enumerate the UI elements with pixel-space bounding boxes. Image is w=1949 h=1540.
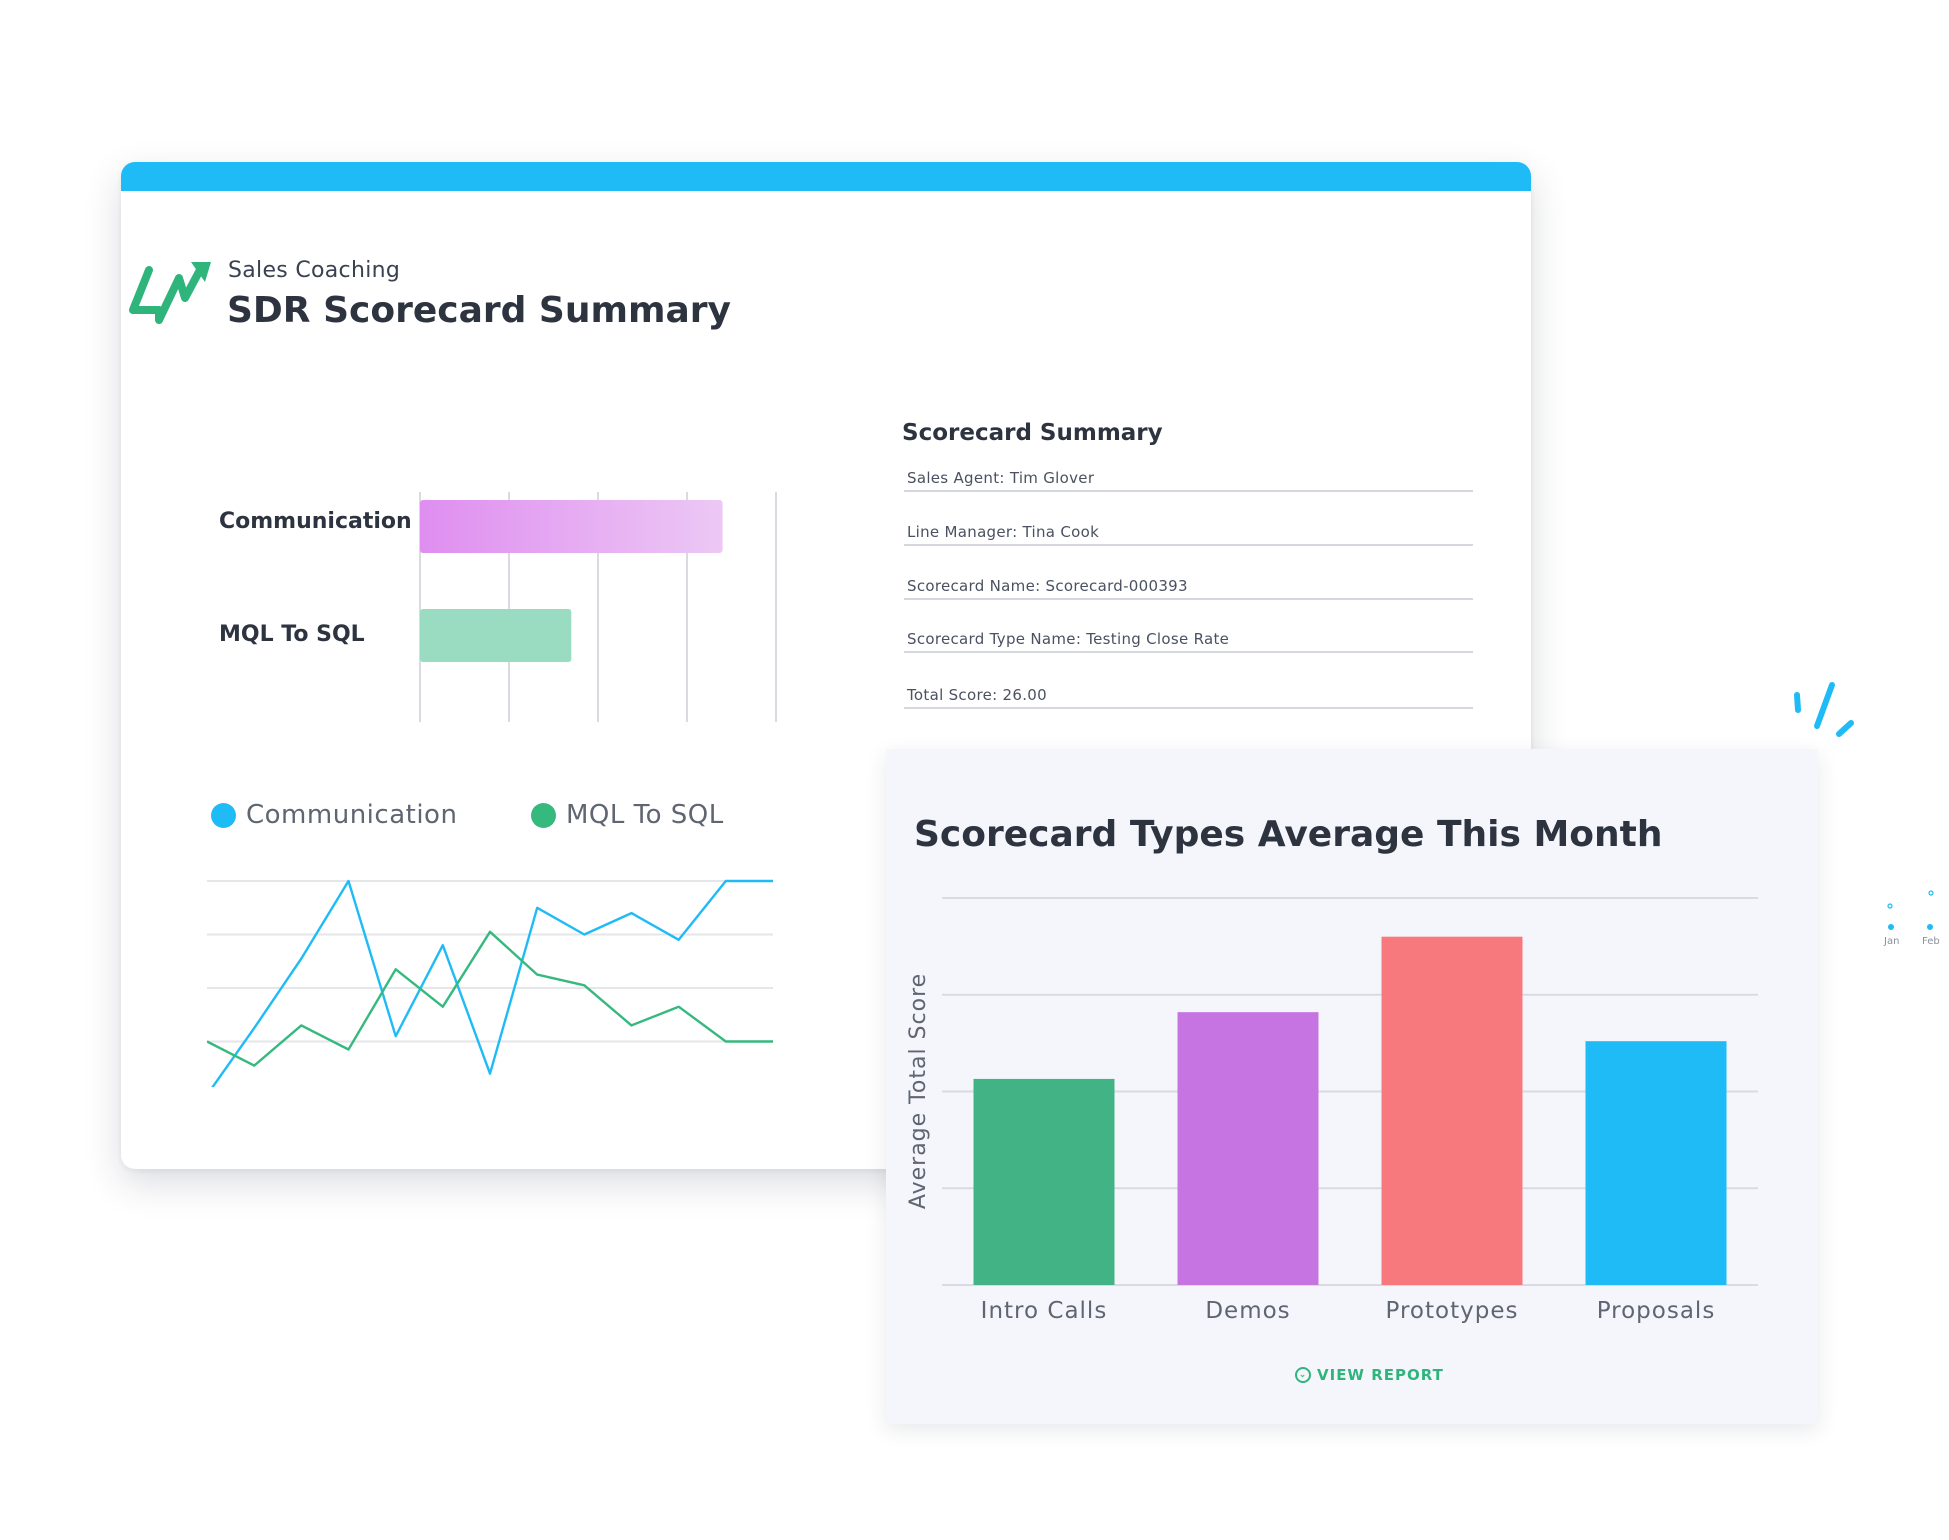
view-report-link[interactable]: ⌄ VIEW REPORT	[1295, 1366, 1444, 1384]
bar-chart-title: Scorecard Types Average This Month	[914, 814, 1663, 855]
scorecard-types-card: Average Total Score Intro Calls Demos Proto…	[886, 749, 1818, 1424]
scorecard-summary-title: Scorecard Summary	[902, 420, 1163, 446]
mini-label-jan: Jan	[1884, 936, 1900, 947]
sparkle-decoration-icon	[1794, 682, 1854, 737]
bar	[1177, 1012, 1319, 1285]
skill-label-mql-to-sql: MQL To SQL	[219, 622, 365, 647]
series-line	[207, 930, 773, 1067]
skills-bar-chart	[419, 492, 777, 722]
summary-row-line-manager: Line Manager: Tina Cook	[904, 523, 1473, 546]
card-top-bar	[121, 162, 1531, 191]
summary-row-sales-agent: Sales Agent: Tim Glover	[904, 469, 1473, 492]
legend-dot-icon	[211, 802, 236, 828]
summary-row-scorecard-name: Scorecard Name: Scorecard-000393	[904, 577, 1473, 600]
bar	[1585, 1041, 1727, 1285]
page-subtitle: Sales Coaching	[228, 258, 401, 283]
category-label: Intro Calls	[981, 1298, 1108, 1324]
mini-chart-fragment: Jan Feb	[1870, 880, 1949, 950]
mini-chart-dots	[1887, 890, 1934, 930]
summary-row-scorecard-type: Scorecard Type Name: Testing Close Rate	[904, 630, 1473, 653]
legend-label-mql-to-sql: MQL To SQL	[566, 800, 724, 830]
legend-label-communication: Communication	[246, 800, 458, 830]
category-label: Proposals	[1597, 1298, 1716, 1324]
scorecard-summary-card: Sales Coaching SDR Scorecard Summary Com…	[121, 162, 1531, 1169]
scorecard-types-bar-chart: Average Total Score Intro Calls Demos Proto…	[906, 897, 1758, 1324]
page-title: SDR Scorecard Summary	[227, 290, 732, 331]
view-report-label: VIEW REPORT	[1317, 1366, 1444, 1384]
skill-bar	[420, 609, 572, 662]
legend-item-communication: Communication	[211, 800, 457, 830]
mini-label-feb: Feb	[1922, 936, 1940, 947]
skill-label-communication: Communication	[219, 509, 412, 534]
chevron-down-icon: ⌄	[1295, 1367, 1311, 1383]
legend-dot-icon	[531, 802, 556, 828]
bar	[1381, 936, 1523, 1285]
category-label: Demos	[1205, 1298, 1290, 1324]
category-label: Prototypes	[1386, 1298, 1519, 1324]
y-axis-label: Average Total Score	[906, 973, 931, 1209]
series-line	[211, 879, 773, 1087]
bar	[973, 1078, 1115, 1285]
trend-line-chart	[207, 879, 773, 1087]
legend-item-mql-to-sql: MQL To SQL	[531, 800, 724, 830]
skill-bar	[420, 500, 723, 553]
summary-row-total-score: Total Score: 26.00	[904, 686, 1473, 709]
brand-logo-icon	[129, 262, 211, 324]
